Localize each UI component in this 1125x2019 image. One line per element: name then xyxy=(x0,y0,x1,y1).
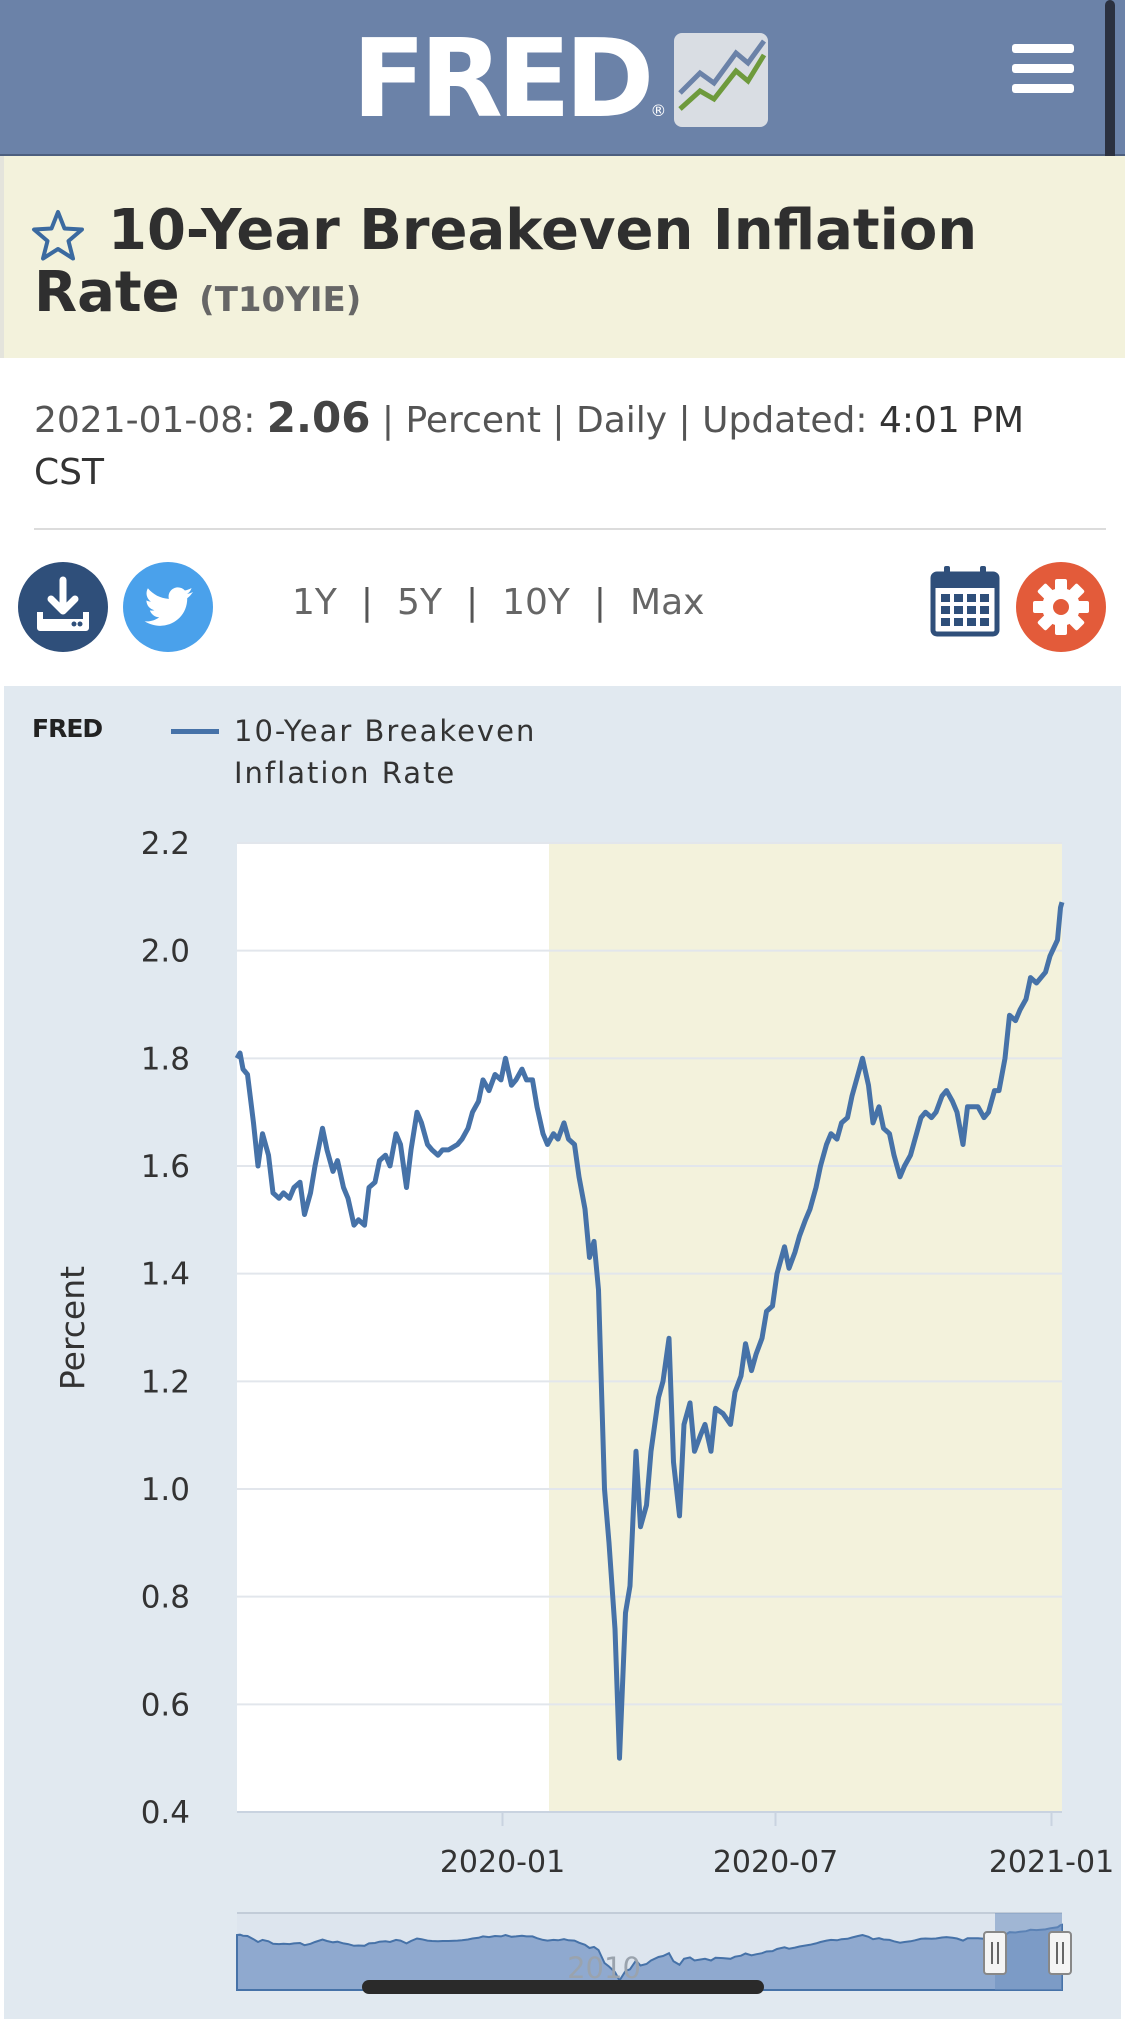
y-axis-title: Percent xyxy=(53,1266,92,1390)
chart-brand-logo: FRED xyxy=(32,714,103,743)
y-tick-label: 2.0 xyxy=(141,934,190,970)
navigator-year-label: 2010 xyxy=(567,1951,641,1985)
observation-value: 2.06 xyxy=(266,393,371,442)
registered-mark: ® xyxy=(650,101,667,120)
range-separator: | xyxy=(360,582,374,623)
y-tick-label: 2.2 xyxy=(141,826,190,862)
download-icon xyxy=(37,576,89,631)
x-tick-label: 2020-07 xyxy=(713,1845,838,1880)
range-10y-button[interactable]: 10Y xyxy=(502,582,570,623)
hamburger-menu-icon[interactable] xyxy=(1012,44,1074,100)
download-button[interactable] xyxy=(18,562,108,652)
navigator-handle[interactable] xyxy=(983,1931,1007,1975)
title-band xyxy=(0,156,1125,358)
series-title: 10-Year Breakeven Inflation Rate xyxy=(34,198,978,325)
meta-separator: | xyxy=(381,400,395,441)
star-icon[interactable] xyxy=(30,208,86,264)
updated-time: 4:01 PM xyxy=(878,400,1025,441)
range-1y-button[interactable]: 1Y xyxy=(292,582,337,623)
y-tick-label: 1.0 xyxy=(141,1472,190,1508)
range-selector: 1Y | 5Y | 10Y | Max xyxy=(292,582,704,623)
range-separator: | xyxy=(465,582,479,623)
series-id: (T10YIE) xyxy=(199,280,362,320)
shaded-period xyxy=(549,843,1062,1812)
y-tick-label: 0.8 xyxy=(141,1580,190,1616)
range-separator: | xyxy=(593,582,607,623)
y-tick-label: 1.6 xyxy=(141,1149,190,1185)
x-tick-label: 2021-01 xyxy=(989,1845,1114,1880)
home-indicator xyxy=(362,1980,764,1994)
calendar-icon[interactable] xyxy=(930,564,1000,638)
gear-icon xyxy=(1033,579,1089,635)
page-scrollbar[interactable] xyxy=(1105,0,1115,290)
timezone-label: CST xyxy=(34,452,104,493)
range-max-button[interactable]: Max xyxy=(630,582,705,623)
y-tick-label: 0.4 xyxy=(141,1795,190,1831)
y-tick-label: 1.8 xyxy=(141,1041,190,1077)
chart-logo-icon xyxy=(674,33,769,127)
settings-button[interactable] xyxy=(1016,562,1106,652)
divider xyxy=(34,528,1106,530)
meta-separator: | xyxy=(678,400,691,441)
observation-date: 2021-01-08: xyxy=(34,400,256,441)
legend-swatch xyxy=(171,729,219,734)
twitter-icon xyxy=(144,587,193,626)
y-tick-label: 1.4 xyxy=(141,1257,190,1293)
y-tick-label: 0.6 xyxy=(141,1687,190,1723)
frequency-label: Daily xyxy=(576,400,668,441)
navigator-handle[interactable] xyxy=(1048,1931,1072,1975)
meta-separator: | xyxy=(552,400,565,441)
y-tick-label: 1.2 xyxy=(141,1364,190,1400)
page-title: 10-Year Breakeven Inflation Rate (T10YIE… xyxy=(34,200,1094,331)
logo-text: FRED xyxy=(352,17,654,142)
fred-logo[interactable]: FRED ® xyxy=(352,17,769,142)
legend-label: 10-Year Breakeven Inflation Rate xyxy=(234,714,537,790)
x-tick-label: 2020-01 xyxy=(440,1845,565,1880)
twitter-share-button[interactable] xyxy=(123,562,213,652)
app-header: FRED ® xyxy=(0,0,1125,156)
series-meta: 2021-01-08: 2.06 | Percent | Daily | Upd… xyxy=(34,392,1094,499)
navigator-area xyxy=(236,1923,1063,1991)
range-5y-button[interactable]: 5Y xyxy=(397,582,442,623)
units-label: Percent xyxy=(405,400,541,441)
series-line xyxy=(234,901,1065,1761)
updated-label: Updated: xyxy=(702,400,868,441)
